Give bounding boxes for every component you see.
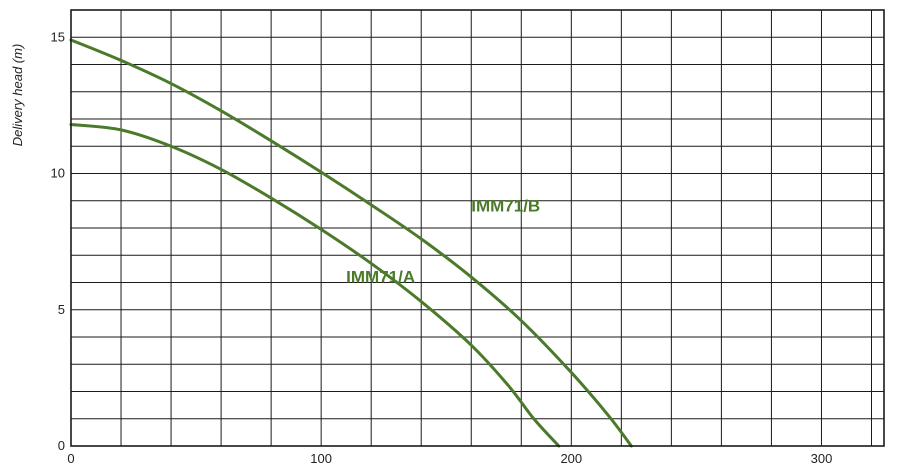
x-tick-label: 0 [67,451,74,466]
x-tick-labels: 0 100 200 300 [67,451,832,466]
series-lines [69,38,633,448]
series-labels: IMM71/A IMM71/B [346,197,540,287]
series-label: IMM71/A [346,268,415,287]
x-tick-label: 200 [560,451,582,466]
y-tick-label: 10 [51,166,65,181]
grid [71,10,884,446]
x-tick-label: 300 [811,451,833,466]
y-tick-label: 15 [51,29,65,44]
plot-frame [70,9,885,447]
y-tick-label: 5 [58,302,65,317]
series-label: IMM71/B [471,197,540,216]
series-line-imm71-a [69,122,561,448]
y-tick-label: 0 [58,438,65,453]
x-tick-label: 100 [310,451,332,466]
y-tick-labels: 0 5 10 15 [51,29,65,453]
series-line-imm71-b [69,38,633,448]
y-axis-title: Delivery head (m) [10,44,25,147]
